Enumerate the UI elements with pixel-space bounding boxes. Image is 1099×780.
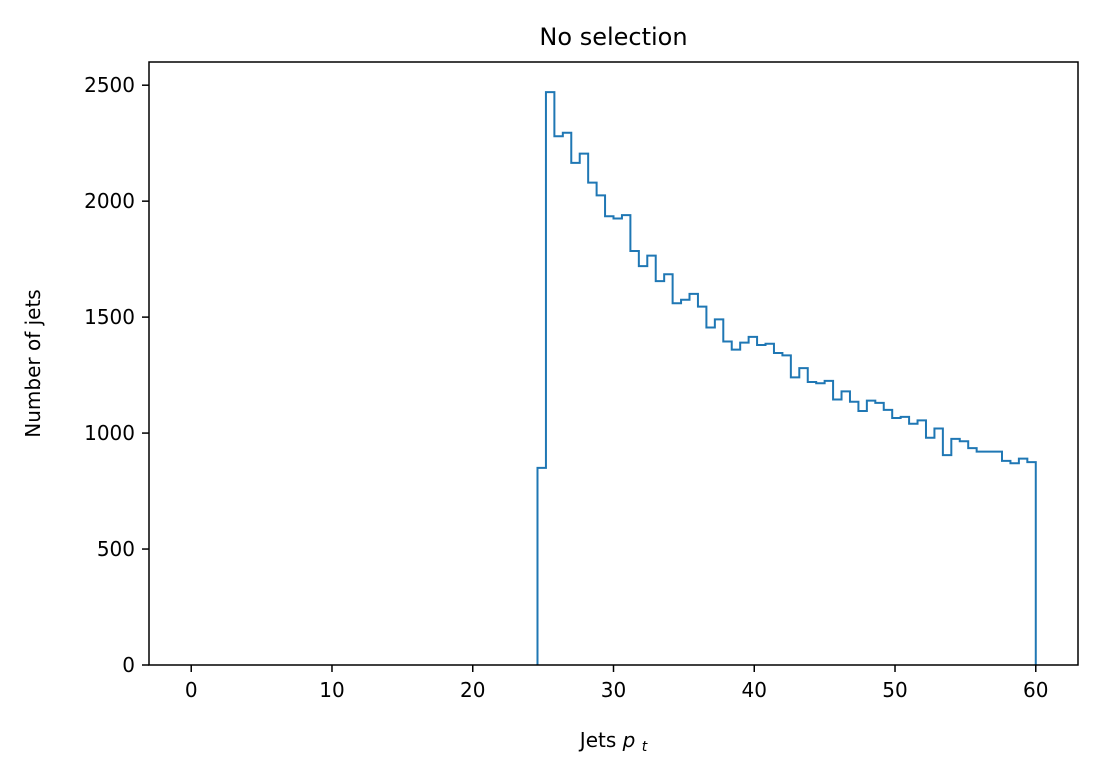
chart-title: No selection — [539, 23, 687, 51]
x-tick-label: 10 — [319, 678, 344, 702]
y-tick-label: 2500 — [84, 73, 135, 97]
axes-frame — [148, 61, 1079, 666]
x-axis-label: Jets p t — [578, 728, 648, 755]
histogram-series-line — [536, 91, 1037, 665]
x-tick-label: 40 — [742, 678, 767, 702]
x-tick-label: 50 — [882, 678, 907, 702]
y-tick-label: 1500 — [84, 305, 135, 329]
y-tick-label: 2000 — [84, 189, 135, 213]
x-axis-label-math: p — [622, 728, 636, 752]
x-tick-label: 60 — [1023, 678, 1048, 702]
y-axis-ticks: 0 500 1000 1500 2000 2500 — [84, 73, 149, 677]
x-axis-label-subscript: t — [642, 739, 648, 755]
plot-area — [536, 91, 1037, 665]
x-tick-label: 20 — [460, 678, 485, 702]
x-axis-label-text: Jets — [578, 728, 616, 752]
y-tick-label: 1000 — [84, 421, 135, 445]
x-tick-label: 0 — [185, 678, 198, 702]
x-tick-label: 30 — [601, 678, 626, 702]
x-axis-ticks: 0 10 20 30 40 50 60 — [185, 665, 1048, 702]
y-axis-label: Number of jets — [21, 289, 45, 437]
y-tick-label: 0 — [122, 653, 135, 677]
y-tick-label: 500 — [97, 537, 135, 561]
